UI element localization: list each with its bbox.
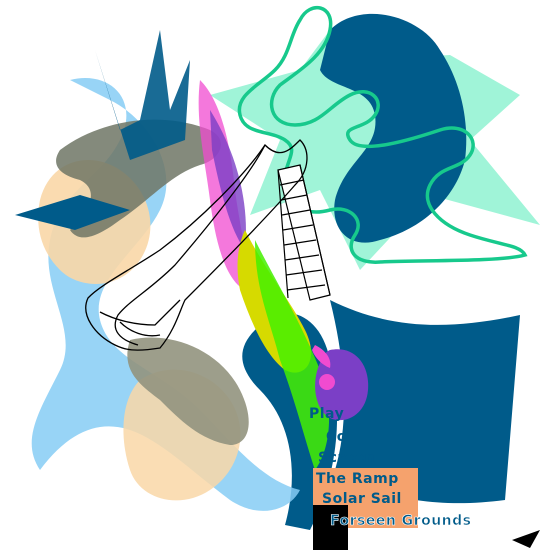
olive-bird-lower [127,337,249,445]
green-outline-squiggle [237,5,528,264]
purple-streak [210,110,246,250]
ladder-drawing [277,164,331,301]
label-sail: Solar Sail [322,491,402,507]
lime-streak [255,240,330,470]
chevron-icon [512,530,540,548]
label-grounds: Forseen Grounds [330,513,471,529]
teal-crescent-shape [330,300,520,504]
teal-spike-left [15,195,130,230]
label-screen: Screen [318,450,375,466]
slide-drawing [85,139,308,351]
pink-sprout [312,345,331,368]
label-play: Play [309,406,344,422]
black-label-block [313,505,348,550]
label-co: Co [326,429,347,445]
gear-dot [319,374,335,390]
teal-spike-top [95,30,190,160]
label-ramp: The Ramp [316,471,399,487]
